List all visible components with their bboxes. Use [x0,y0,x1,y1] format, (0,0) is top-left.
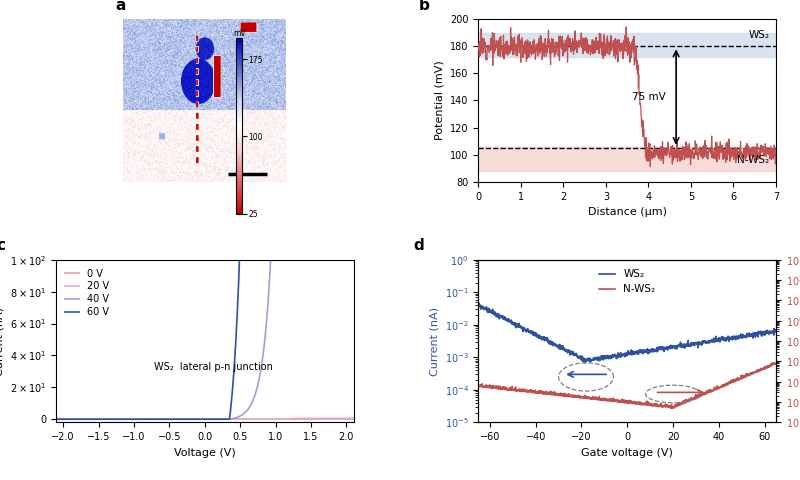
Text: 75 mV: 75 mV [632,92,666,102]
Text: N-WS₂: N-WS₂ [738,155,770,165]
WS₂ [630,349,640,355]
Y-axis label: Potential (mV): Potential (mV) [434,60,445,140]
Text: a: a [115,0,126,12]
X-axis label: Voltage (V): Voltage (V) [174,448,236,457]
Y-axis label: Current (nA): Current (nA) [429,307,439,376]
40 V [182,416,192,422]
60 V [82,416,91,422]
WS₂ [637,349,646,355]
N-WS₂ [771,361,781,367]
N-WS₂ [668,405,678,411]
N-WS₂ [636,401,646,407]
N-WS₂ [474,383,483,388]
Text: WS₂  lateral p-n junction: WS₂ lateral p-n junction [154,362,273,372]
20 V [289,416,298,421]
20 V [82,416,91,422]
0 V [283,416,293,422]
60 V [171,416,181,422]
0 V [293,416,302,422]
Text: b: b [419,0,430,12]
N-WS₂ [768,360,778,366]
N-WS₂ [602,398,612,404]
20 V [171,416,181,422]
Line: 40 V: 40 V [56,0,354,419]
WS₂ [514,323,523,329]
Legend: WS₂, N-WS₂: WS₂, N-WS₂ [595,265,659,299]
Line: WS₂: WS₂ [478,303,776,363]
40 V [255,370,265,376]
0 V [82,416,91,422]
0 V [289,416,298,422]
40 V [171,416,181,422]
WS₂ [580,360,590,366]
WS₂ [771,327,781,333]
0 V [182,416,192,422]
WS₂ [524,328,534,334]
Y-axis label: Current (nA): Current (nA) [0,307,5,376]
40 V [82,416,91,422]
20 V [255,416,265,422]
Text: c: c [0,238,6,253]
N-WS₂ [630,400,640,406]
N-WS₂ [513,388,522,394]
20 V [51,416,61,422]
Text: WS₂: WS₂ [749,30,770,39]
WS₂ [474,302,483,308]
Legend: 0 V, 20 V, 40 V, 60 V: 0 V, 20 V, 40 V, 60 V [61,264,113,321]
Line: 20 V: 20 V [56,418,354,419]
20 V [293,415,302,421]
WS₂ [474,300,483,306]
40 V [51,416,61,422]
0 V [171,416,181,422]
60 V [51,416,61,422]
Bar [478,146,776,171]
0 V [255,416,265,422]
60 V [182,416,192,422]
20 V [283,416,293,422]
Text: d: d [413,238,424,253]
X-axis label: Gate voltage (V): Gate voltage (V) [582,448,673,457]
WS₂ [603,355,613,360]
Line: 60 V: 60 V [56,0,354,419]
20 V [349,415,358,421]
20 V [182,416,192,422]
N-WS₂ [574,392,583,398]
Line: N-WS₂: N-WS₂ [478,363,776,408]
0 V [51,416,61,422]
Bar [478,33,776,57]
WS₂ [574,354,584,360]
Title: mV: mV [233,29,246,37]
0 V [349,416,358,422]
N-WS₂ [524,388,534,394]
X-axis label: Distance (μm): Distance (μm) [588,207,666,217]
